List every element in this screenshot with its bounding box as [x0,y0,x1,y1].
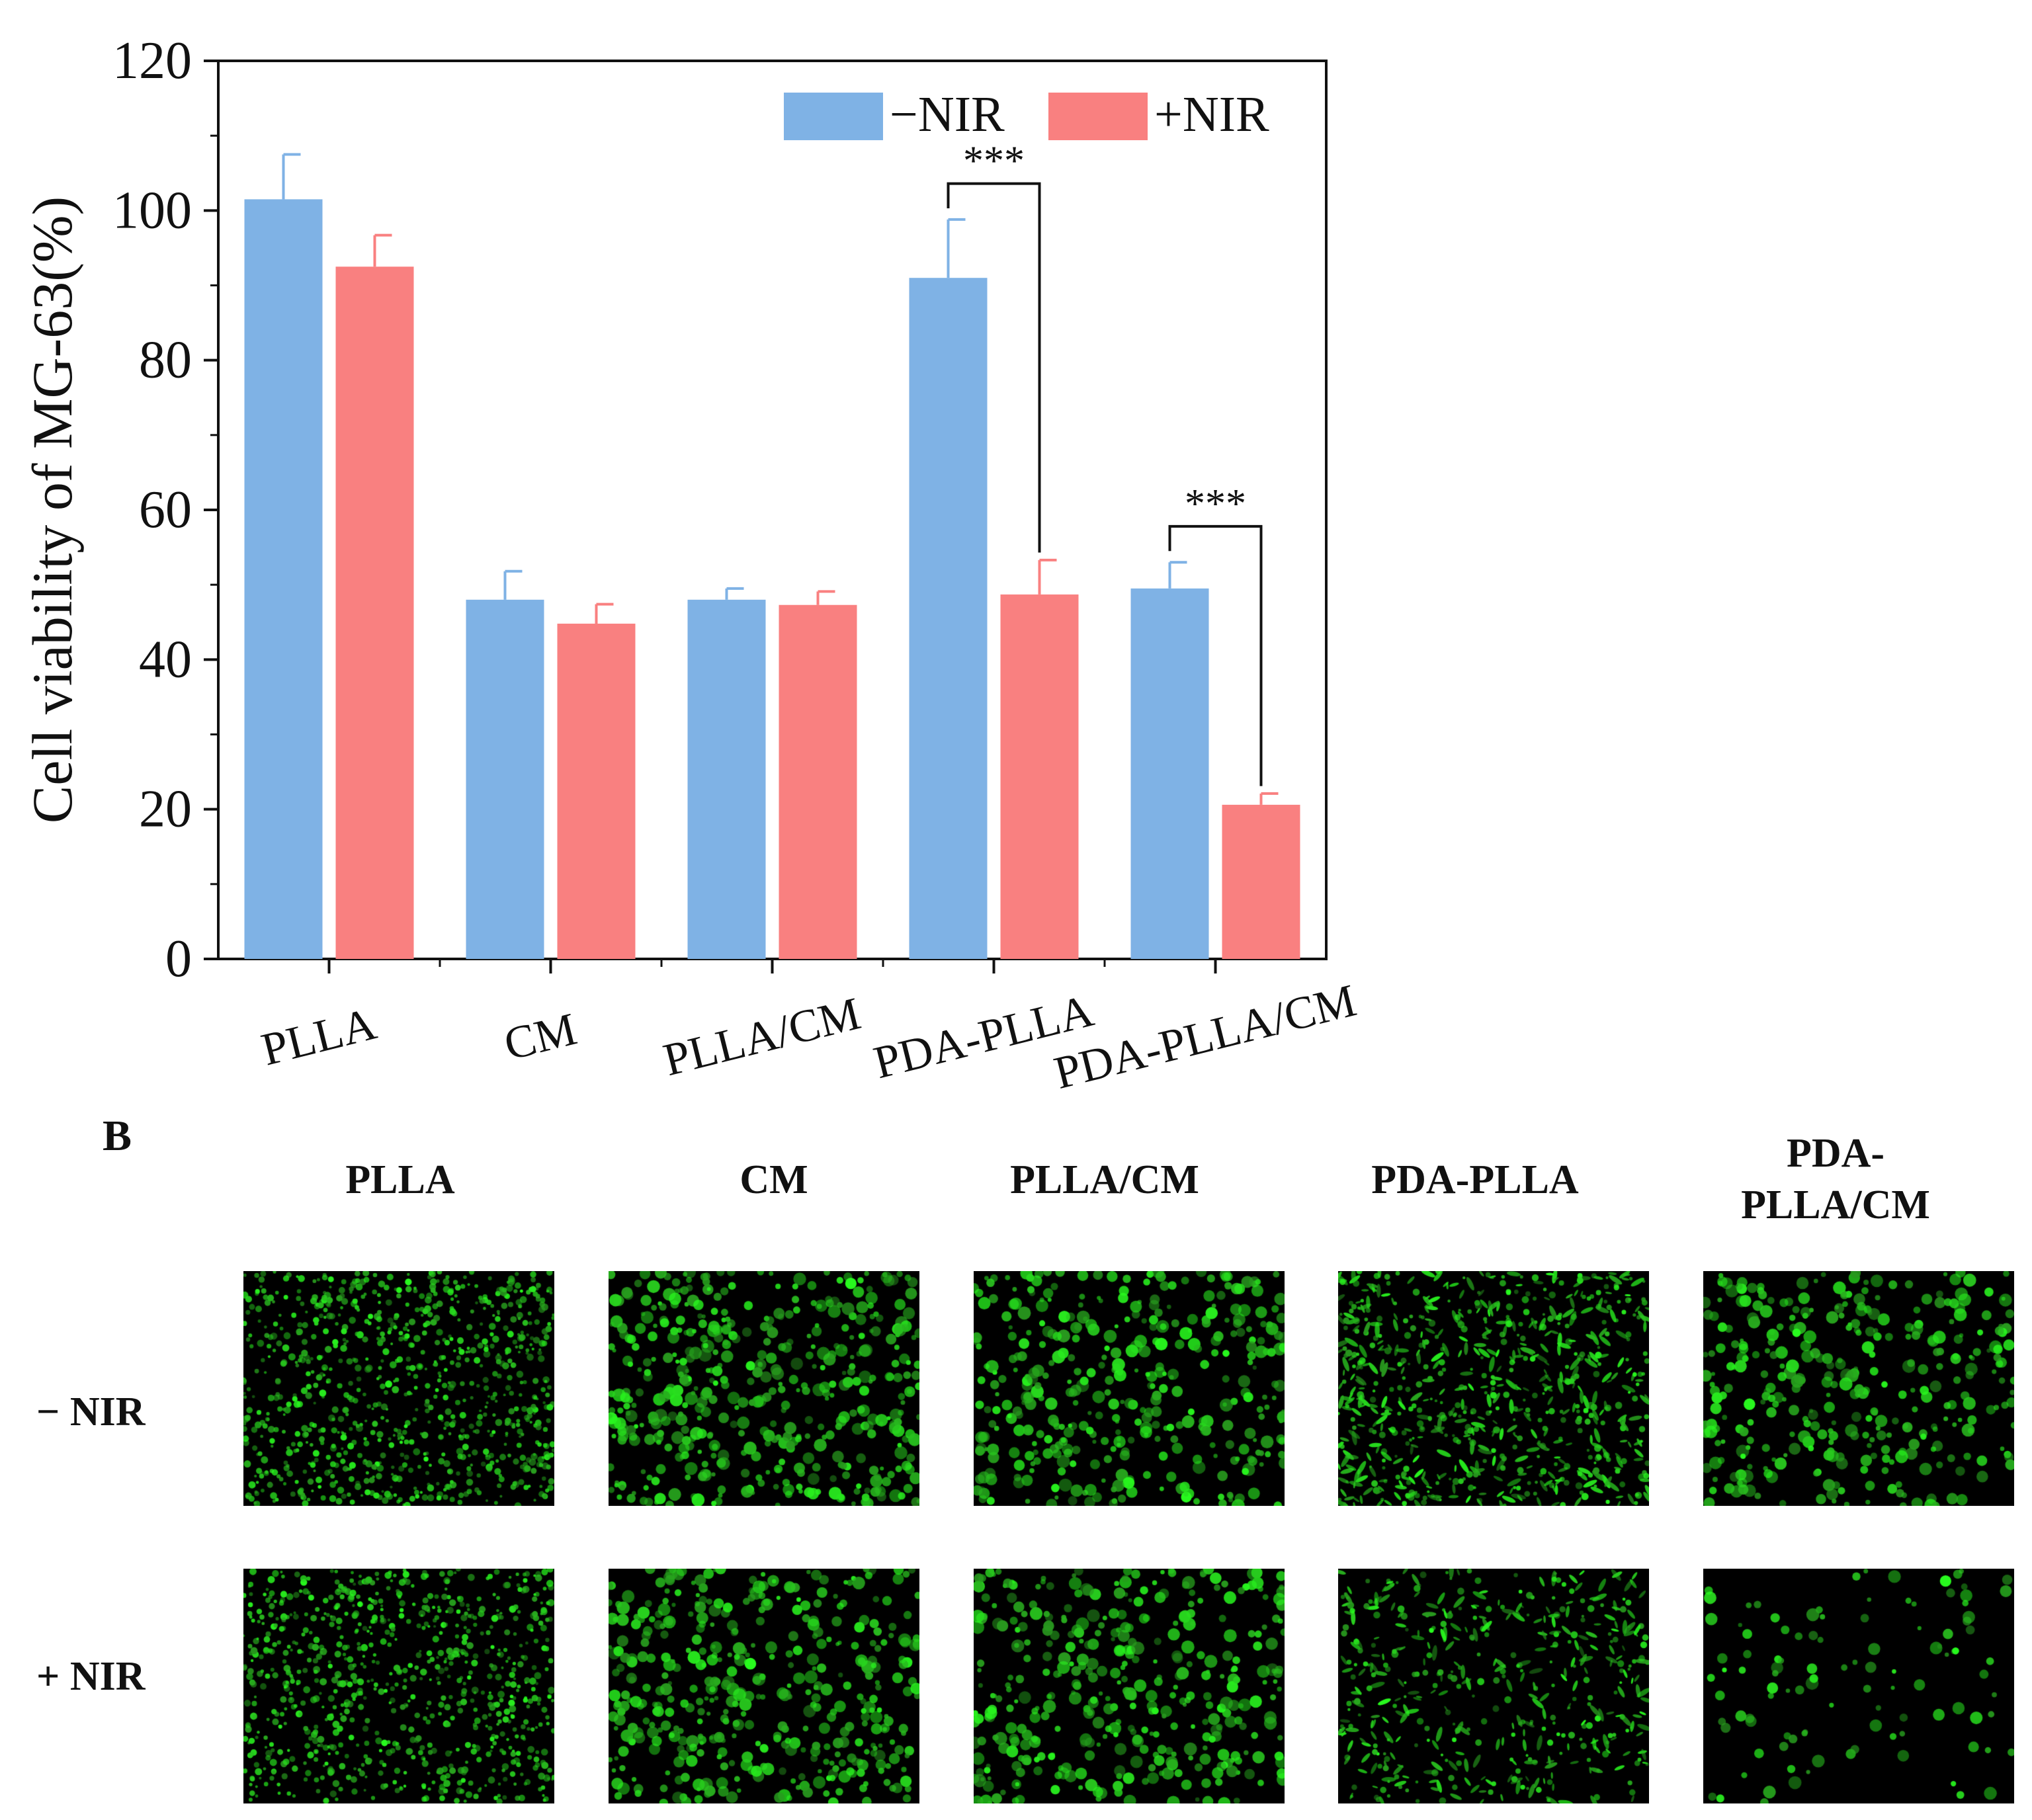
bar-minus-nir [687,599,766,959]
micrograph-minus-nir-plla [243,1271,554,1506]
legend-label-minus-nir: −NIR [890,87,1005,142]
column-label-plla-cm: PLLA/CM [1010,1157,1199,1202]
micrograph-minus-nir-cm [609,1271,919,1506]
y-tick-label: 100 [112,181,192,239]
column-label-pda-plla-cm: PDA- PLLA/CM [1741,1131,1930,1227]
y-tick-label: 120 [112,32,192,90]
x-tick-label: CM [499,1004,581,1071]
y-tick-label: 0 [165,930,192,988]
micrograph-plus-nir-plla-cm [974,1569,1285,1803]
micrograph-minus-nir-plla-cm [974,1271,1285,1506]
significance-bracket [1168,524,1263,786]
bar-plus-nir [335,267,414,959]
x-tick-label: PDA-PLLA/CM [1049,975,1361,1098]
micrograph-plus-nir-cm [609,1569,919,1803]
legend-swatch-plus-nir [1048,93,1148,140]
bar-plus-nir [779,604,857,959]
bar-plus-nir [1000,594,1079,959]
y-axis-label: Cell viability of MG-63(%) [21,196,84,823]
row-label-plus-nir: + NIR [36,1654,146,1699]
micrograph-minus-nir-pda-plla [1338,1271,1649,1506]
x-tick-label: PLLA [257,999,382,1076]
y-tick-label: 60 [139,481,192,539]
column-label-cm: CM [740,1157,808,1202]
legend-swatch-minus-nir [784,93,883,140]
bar-minus-nir [466,599,544,959]
bar-minus-nir [244,199,323,959]
micrograph-plus-nir-plla [243,1569,554,1803]
column-label-pda-plla: PDA-PLLA [1371,1157,1579,1202]
bar-plus-nir [1222,804,1300,959]
y-tick-label: 20 [139,780,192,839]
bar-minus-nir [1130,588,1209,959]
y-tick-label: 40 [139,630,192,688]
significance-bracket [947,182,1041,553]
row-label-minus-nir: − NIR [36,1389,146,1434]
significance-label: *** [963,139,1025,184]
legend-label-plus-nir: +NIR [1154,87,1269,142]
significance-label: *** [1185,481,1246,526]
bar-minus-nir [909,278,988,959]
panel-letter-b: B [103,1112,132,1160]
micrograph-plus-nir-pda-plla-cm [1703,1569,2014,1803]
column-label-plla: PLLA [345,1157,455,1202]
y-tick-label: 80 [139,331,192,390]
bar-chart: 0 20 40 60 80 100 120 Cell viability of MG-63(%… [21,32,1361,1098]
bar-plus-nir [557,624,636,959]
micrograph-minus-nir-pda-plla-cm [1703,1271,2014,1506]
x-tick-label: PLLA/CM [659,988,866,1086]
micrograph-plus-nir-pda-plla [1338,1569,1649,1803]
